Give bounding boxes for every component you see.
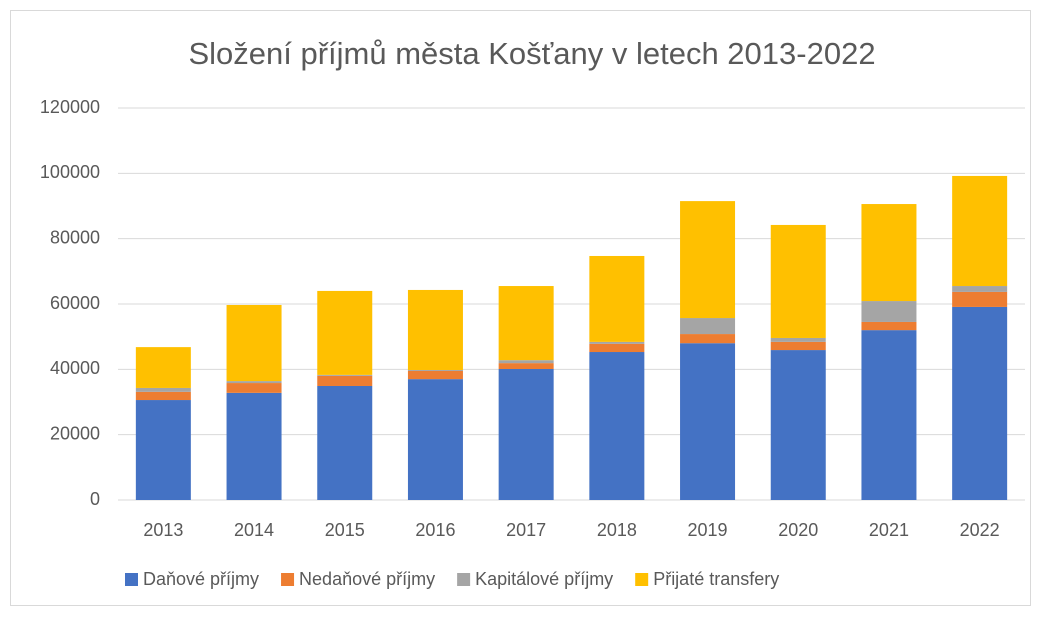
bar-segment: [135, 347, 191, 388]
bar-segment: [317, 385, 373, 500]
legend-swatch: [281, 573, 295, 586]
x-tick-label: 2019: [688, 520, 728, 540]
bar-segment: [861, 330, 917, 500]
bar-segment: [680, 334, 736, 344]
bar-segment: [135, 387, 191, 392]
bar-segment: [498, 369, 554, 500]
bar-segment: [135, 391, 191, 401]
x-tick-label: 2018: [597, 520, 637, 540]
bar-segment: [861, 301, 917, 322]
y-tick-label: 60000: [50, 293, 100, 313]
bar-segment: [226, 304, 282, 382]
y-tick-label: 120000: [40, 97, 100, 117]
x-tick-label: 2013: [143, 520, 183, 540]
y-tick-label: 80000: [50, 227, 100, 247]
y-tick-label: 0: [90, 489, 100, 509]
bar-segment: [226, 381, 282, 384]
bar-segment: [770, 350, 826, 500]
legend-swatch: [635, 573, 649, 586]
bar-segment: [952, 306, 1008, 500]
y-tick-label: 100000: [40, 162, 100, 182]
legend-label: Přijaté transfery: [653, 569, 779, 589]
bar-segment: [589, 352, 645, 500]
bar-segment: [770, 337, 826, 342]
bar-segment: [952, 286, 1008, 292]
bar-segment: [770, 341, 826, 351]
x-tick-label: 2017: [506, 520, 546, 540]
legend-swatch: [457, 573, 471, 586]
bar-segment: [498, 360, 554, 364]
bar-segment: [317, 374, 373, 376]
bar-segment: [407, 379, 463, 500]
bar-segment: [952, 291, 1008, 307]
x-tick-label: 2016: [415, 520, 455, 540]
bar-segment: [952, 175, 1008, 287]
bar-segment: [680, 201, 736, 319]
legend-label: Kapitálové příjmy: [475, 569, 613, 589]
x-tick-label: 2020: [778, 520, 818, 540]
legend-label: Daňové příjmy: [143, 569, 259, 589]
bar-segment: [407, 370, 463, 380]
x-tick-label: 2021: [869, 520, 909, 540]
y-tick-label: 20000: [50, 423, 100, 443]
bar-segment: [589, 343, 645, 353]
bar-segment: [589, 255, 645, 342]
bar-segment: [589, 341, 645, 344]
x-tick-label: 2014: [234, 520, 274, 540]
bar-segment: [135, 400, 191, 500]
bar-segment: [226, 383, 282, 393]
bar-segment: [770, 224, 826, 338]
legend-label: Nedaňové příjmy: [299, 569, 435, 589]
bar-segment: [498, 363, 554, 370]
bar-segment: [498, 286, 554, 361]
bar-segment: [861, 321, 917, 331]
x-tick-label: 2015: [325, 520, 365, 540]
legend-swatch: [125, 573, 138, 586]
y-tick-label: 40000: [50, 358, 100, 378]
bar-segment: [317, 290, 373, 375]
chart-title: Složení příjmů města Košťany v letech 20…: [188, 36, 875, 71]
bar-segment: [407, 369, 463, 371]
bar-segment: [680, 318, 736, 335]
x-tick-label: 2022: [960, 520, 1000, 540]
bar-segment: [407, 289, 463, 370]
bar-segment: [317, 375, 373, 386]
bar-segment: [680, 343, 736, 500]
bar-segment: [226, 392, 282, 500]
bar-segment: [861, 204, 917, 302]
